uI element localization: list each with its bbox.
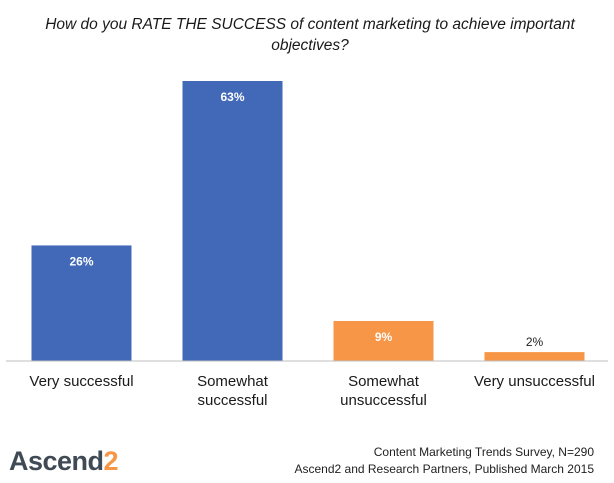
data-label-2: 63% — [220, 90, 244, 104]
category-label-3: Somewhat unsuccessful — [340, 373, 427, 409]
category-label-4: Very unsuccessful — [474, 373, 595, 390]
chart-title: How do you RATE THE SUCCESS of content m… — [45, 16, 575, 54]
bar-3 — [333, 321, 434, 361]
bar-1 — [31, 245, 132, 361]
source-note: Content Marketing Trends Survey, N=290 A… — [294, 444, 594, 478]
data-label-4: 2% — [526, 335, 544, 349]
data-label-1: 26% — [69, 254, 93, 268]
data-label-3: 9% — [375, 330, 393, 344]
category-label-2: Somewhat successful — [197, 373, 269, 409]
bar-4 — [484, 352, 585, 361]
bar-2 — [182, 81, 283, 361]
ascend2-logo: Ascend2 — [9, 446, 119, 476]
source-line-2: Ascend2 and Research Partners, Published… — [294, 462, 594, 476]
category-label-1: Very successful — [29, 373, 133, 390]
source-line-1: Content Marketing Trends Survey, N=290 — [373, 445, 594, 459]
